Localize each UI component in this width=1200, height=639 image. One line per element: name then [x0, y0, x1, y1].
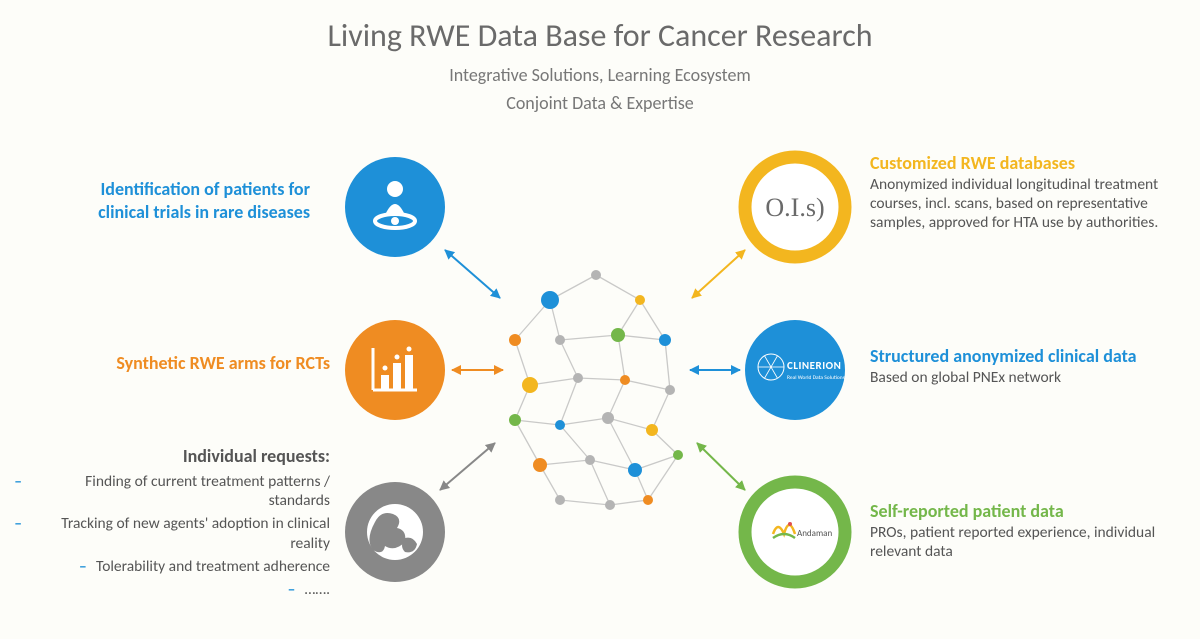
label-identify: Identification of patients for clinical …: [50, 178, 310, 223]
svg-text:Real World Data Solutions: Real World Data Solutions: [787, 375, 845, 381]
node-andaman: Andaman7: [745, 482, 845, 582]
node-identify: [345, 157, 445, 257]
label-title: Synthetic RWE arms for RCTs: [50, 352, 330, 375]
svg-text:CLINERION: CLINERION: [787, 359, 841, 372]
node-individual: [345, 482, 445, 582]
label-title: Structured anonymized clinical data: [870, 345, 1180, 368]
arrow-ois: [692, 250, 745, 298]
node-clinerion: CLINERION Real World Data Solutions: [745, 320, 845, 420]
label-body: PROs, patient reported experience, indiv…: [870, 523, 1180, 562]
node-synthetic: [345, 320, 445, 420]
bullet-item: –…….: [10, 580, 330, 599]
label-individual: Individual requests: –Finding of current …: [10, 445, 330, 600]
label-body: Anonymized individual longitudinal treat…: [870, 175, 1180, 233]
label-title: Self-reported patient data: [870, 500, 1180, 523]
label-andaman: Self-reported patient dataPROs, patient …: [870, 500, 1180, 561]
label-ois: Customized RWE databasesAnonymized indiv…: [870, 152, 1180, 233]
label-title: Customized RWE databases: [870, 152, 1180, 175]
label-synthetic: Synthetic RWE arms for RCTs: [50, 352, 330, 375]
label-title: Identification of patients for clinical …: [50, 178, 310, 223]
label-clinerion: Structured anonymized clinical dataBased…: [870, 345, 1180, 387]
bullet-item: –Tracking of new agents' adoption in cli…: [10, 514, 330, 553]
label-title: Individual requests:: [10, 445, 330, 468]
svg-text:O.I.s): O.I.s): [765, 193, 824, 222]
arrow-individual: [440, 443, 495, 490]
node-ois: O.I.s): [745, 157, 845, 257]
bullet-item: –Tolerability and treatment adherence: [10, 557, 330, 576]
arrow-andaman: [697, 443, 745, 490]
bullet-item: –Finding of current treatment patterns /…: [10, 472, 330, 511]
arrow-identify: [445, 250, 500, 298]
network-graph: [509, 270, 683, 510]
svg-text:Andaman: Andaman: [797, 528, 832, 539]
label-body: Based on global PNEx network: [870, 368, 1180, 387]
